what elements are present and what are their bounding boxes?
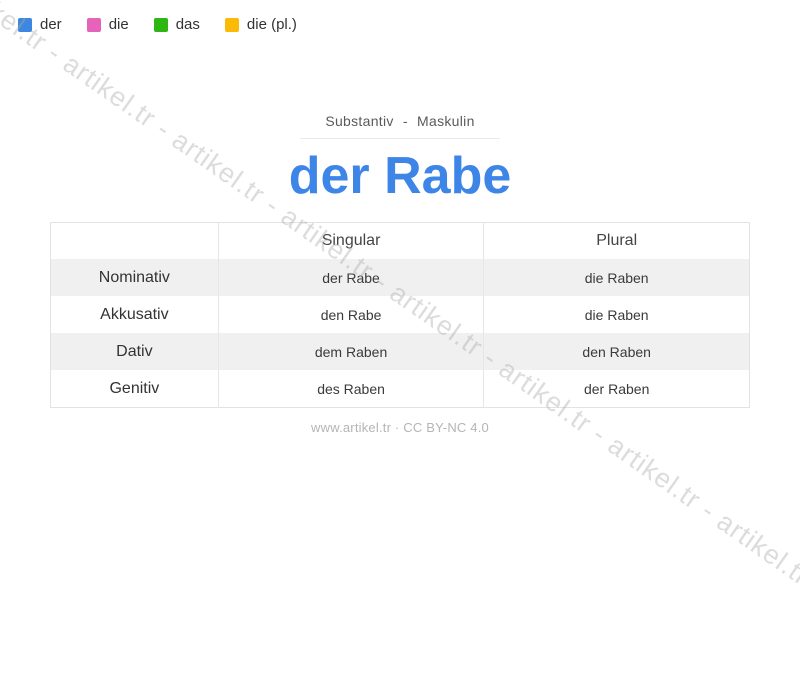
declension-cell-singular: den Rabe [218,296,485,334]
legend-label-das: das [175,16,200,33]
die-pl-color-swatch-icon [224,17,239,32]
legend-item-der: der [18,16,62,33]
legend-label-der: der [40,16,62,33]
subtitle-divider [300,138,500,139]
declension-cell-plural: die Raben [584,269,649,286]
case-label: Genitiv [50,370,219,408]
legend-item-die-pl: die (pl.) [224,16,297,33]
table-row-dativ: Dativ dem Raben den Raben [50,333,750,371]
table-header-row: Singular Plural [50,222,750,260]
declension-table: Singular Plural Nominativ der Rabe die R… [50,221,750,408]
declension-cell-singular: des Raben [218,370,485,408]
case-label: Dativ [50,333,219,371]
table-row-nominativ: Nominativ der Rabe die Raben [50,259,750,297]
legend-label-die: die [108,16,129,33]
header-cell-singular: Singular [218,222,485,260]
table-row-genitiv: Genitiv des Raben der Raben [50,370,750,408]
declension-cell-plural: den Raben [582,343,651,360]
der-color-swatch-icon [18,17,32,32]
declension-cell-plural: der Raben [583,380,650,397]
main-content: Substantiv - Maskulin der Rabe Singular … [50,113,750,435]
page-title: der Rabe [288,147,512,205]
die-color-swatch-icon [86,17,101,32]
legend-item-das: das [153,16,200,33]
legend-item-die: die [86,16,129,33]
das-color-swatch-icon [153,17,168,32]
case-label: Akkusativ [50,296,219,334]
case-label: Nominativ [50,259,219,297]
header-cell-empty [50,222,219,260]
table-row-akkusativ: Akkusativ den Rabe die Raben [50,296,750,334]
site-attribution: www.artikel.tr · CC BY-NC 4.0 [311,419,489,435]
declension-cell-singular: der Rabe [218,259,485,297]
legend-label-die-pl: die (pl.) [246,16,297,33]
declension-cell-singular: dem Raben [218,333,485,371]
header-cell-plural: Plural [596,232,638,250]
word-type-subtitle: Substantiv - Maskulin [325,113,475,129]
declension-cell-plural: die Raben [584,306,649,323]
gender-legend: der die das die (pl.) [18,16,297,33]
